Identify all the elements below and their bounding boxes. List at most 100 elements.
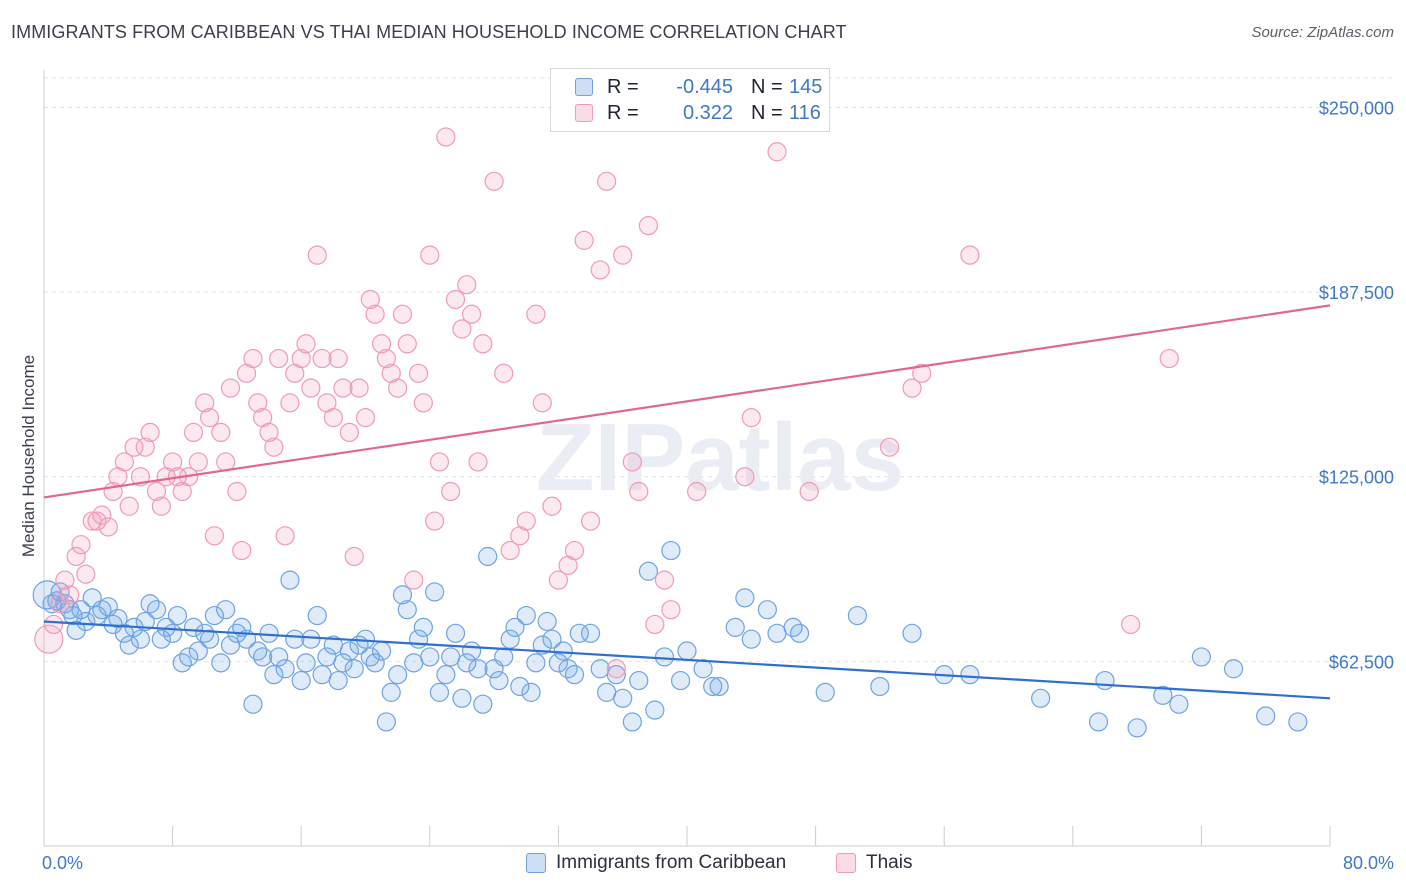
- caribbean-point-130: [960, 665, 980, 685]
- caribbean-point-67: [388, 665, 408, 685]
- caribbean-point-58: [339, 641, 360, 661]
- thais-point-31: [204, 526, 224, 546]
- series-thais-points: [34, 127, 1179, 679]
- thais-point-30: [199, 408, 220, 428]
- thais-point-101: [638, 216, 659, 236]
- thais-point-59: [355, 408, 376, 428]
- caribbean-point-46: [275, 659, 295, 679]
- caribbean-point-77: [441, 647, 461, 667]
- legend-r-value: 0.322: [682, 101, 733, 124]
- caribbean-point-64: [371, 641, 392, 661]
- caribbean-point-120: [741, 629, 761, 649]
- thais-point-58: [349, 378, 369, 398]
- thais-point-108: [767, 142, 787, 162]
- series-legend-caribbean: Immigrants from Caribbean: [526, 852, 786, 874]
- axes: [43, 70, 1331, 847]
- thais-point-113: [960, 245, 980, 265]
- thais-point-73: [429, 452, 450, 472]
- chart-title: IMMIGRANTS FROM CARIBBEAN VS THAI MEDIAN…: [11, 22, 847, 42]
- caribbean-point-134: [1127, 718, 1147, 738]
- thais-point-35: [227, 481, 247, 502]
- thais-point-51: [312, 348, 332, 369]
- caribbean-point-105: [606, 665, 626, 685]
- caribbean-point-23: [151, 629, 171, 649]
- legend-n-label: N =: [751, 101, 783, 124]
- thais-point-7: [76, 564, 96, 584]
- caribbean-point-72: [413, 617, 433, 637]
- caribbean-trend-line: [43, 620, 1331, 700]
- thais-point-114: [1121, 614, 1141, 635]
- y-axis-label: Median Household Income: [19, 355, 38, 557]
- caribbean-point-79: [452, 688, 472, 708]
- caribbean-point-48: [285, 629, 305, 649]
- caribbean-point-100: [564, 665, 585, 685]
- thais-point-38: [243, 348, 263, 369]
- caribbean-point-50: [296, 653, 316, 673]
- caribbean-point-97: [548, 653, 569, 673]
- caribbean-point-81: [461, 641, 482, 661]
- trend-lines: [43, 304, 1331, 700]
- thais-point-67: [397, 334, 417, 354]
- caribbean-point-102: [580, 623, 601, 643]
- series-legend: Immigrants from Caribbean Thais: [0, 852, 1406, 878]
- y-tick-label-1: $125,000: [1319, 468, 1394, 488]
- thais-point-44: [275, 526, 295, 546]
- thais-point-19: [140, 422, 160, 443]
- thais-point-78: [457, 275, 477, 295]
- caribbean-point-103: [590, 659, 610, 679]
- series-caribbean-points: [32, 540, 1308, 738]
- thais-point-32: [211, 422, 231, 443]
- caribbean-point-26: [167, 605, 188, 626]
- thais-point-34: [220, 378, 241, 398]
- caribbean-point-121: [757, 600, 777, 620]
- thais-point-6: [71, 535, 91, 555]
- legend-r-value: -0.445: [676, 75, 733, 98]
- thais-point-96: [597, 171, 617, 191]
- thais-point-4: [60, 585, 80, 605]
- legend-row-thais: R = 0.322 N = 116: [575, 101, 821, 125]
- caribbean-point-49: [291, 670, 311, 691]
- thais-point-47: [291, 348, 311, 369]
- caribbean-point-40: [243, 694, 263, 714]
- legend: R = -0.445 N = 145 R = 0.322 N = 116: [550, 68, 830, 132]
- caribbean-point-88: [500, 629, 520, 649]
- legend-n-value: 145: [789, 75, 823, 98]
- caribbean-point-122: [767, 623, 787, 643]
- thais-point-84: [500, 540, 520, 561]
- caribbean-point-76: [436, 665, 456, 685]
- legend-r-label: R =: [607, 75, 639, 98]
- thais-point-68: [404, 570, 424, 590]
- legend-n-value: 116: [789, 101, 821, 124]
- thais-point-69: [408, 363, 429, 383]
- thais-point-5: [66, 546, 86, 567]
- thais-point-105: [687, 481, 707, 502]
- y-tick-label-3: $250,000: [1319, 98, 1394, 118]
- thais-point-103: [654, 570, 675, 590]
- thais-point-23: [163, 452, 183, 472]
- caribbean-point-133: [1095, 670, 1115, 691]
- thais-point-42: [264, 437, 284, 457]
- thais-point-10: [92, 505, 112, 525]
- series-swatch-thais: [836, 853, 856, 873]
- thais-point-102: [645, 614, 665, 635]
- thais-point-110: [879, 437, 900, 457]
- caribbean-point-131: [1031, 688, 1051, 708]
- thais-point-82: [484, 171, 504, 191]
- thais-point-70: [413, 393, 433, 413]
- caribbean-point-94: [532, 635, 552, 655]
- caribbean-point-92: [521, 682, 541, 702]
- caribbean-point-106: [613, 688, 633, 708]
- thais-point-18: [135, 437, 155, 457]
- thais-point-63: [376, 348, 396, 369]
- thais-point-16: [124, 437, 144, 457]
- caribbean-point-113: [670, 670, 691, 691]
- watermark: ZIPatlas: [536, 404, 904, 511]
- thais-point-88: [532, 393, 552, 413]
- caribbean-point-86: [489, 670, 509, 691]
- thais-point-15: [119, 496, 139, 516]
- thais-point-55: [333, 378, 353, 398]
- thais-point-21: [151, 496, 171, 516]
- caribbean-point-87: [494, 647, 514, 667]
- caribbean-point-34: [211, 653, 231, 673]
